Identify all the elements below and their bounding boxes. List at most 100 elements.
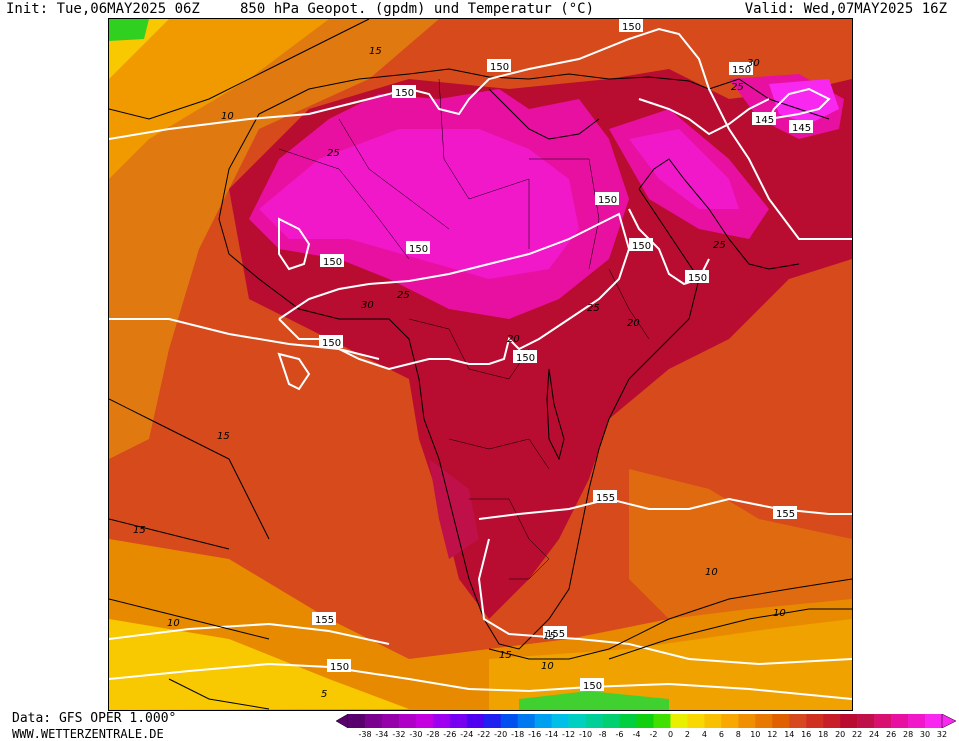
geo-label: 150	[322, 338, 341, 349]
temp-label: 15	[217, 431, 230, 442]
legend-swatch	[874, 714, 892, 728]
temperature-labels: 15 15 10 25 25 30 25 20 20 25 30 25 15 1…	[133, 46, 786, 700]
legend-swatch	[483, 714, 502, 728]
legend-label: -24	[460, 730, 474, 739]
temp-label: 15	[133, 525, 146, 536]
legend-label: -32	[392, 730, 406, 739]
field-south-green	[519, 691, 669, 710]
legend-swatch	[857, 714, 875, 728]
legend-label: -6	[615, 730, 624, 739]
legend-label: 4	[701, 730, 707, 739]
legend-label: 8	[735, 730, 741, 739]
legend-swatch	[687, 714, 705, 728]
legend-swatch	[789, 714, 807, 728]
map-canvas: 150 150 150 150 150 150 150 150 150 150 …	[109, 19, 852, 710]
temp-label: 10	[221, 111, 234, 122]
geo-label: 150	[688, 273, 707, 284]
field-east-orange	[629, 469, 852, 619]
field-sahara-hotter	[259, 129, 579, 279]
legend-swatch	[449, 714, 468, 728]
geo-label: 150	[632, 241, 651, 252]
legend-swatch	[551, 714, 569, 728]
legend-label: 30	[919, 730, 931, 739]
geo-label: 155	[546, 629, 565, 640]
legend-label: 18	[818, 730, 829, 739]
temp-label: 30	[361, 300, 374, 311]
legend-swatch	[721, 714, 739, 728]
legend-swatch	[398, 714, 417, 728]
map-title: 850 hPa Geopot. (gpdm) und Temperatur (°…	[240, 1, 595, 17]
legend-swatch	[823, 714, 841, 728]
temp-label: 25	[587, 303, 600, 314]
geo-label: 155	[596, 493, 615, 504]
data-source: Data: GFS OPER 1.000°	[12, 711, 177, 726]
legend-label: -34	[375, 730, 389, 739]
legend-swatch	[602, 714, 620, 728]
geo-label: 150	[330, 662, 349, 673]
geo-label: 155	[315, 615, 334, 626]
legend-label: -16	[528, 730, 542, 739]
temp-label: 20	[507, 334, 520, 345]
geo-label: 145	[755, 115, 774, 126]
field-kalahari	[429, 459, 479, 559]
legend-swatch	[908, 714, 926, 728]
legend-arrow-right	[941, 714, 957, 728]
legend-label: -18	[511, 730, 525, 739]
legend-label: 28	[903, 730, 914, 739]
field-nw-green	[109, 19, 149, 41]
legend-label: 6	[718, 730, 724, 739]
legend-swatch	[806, 714, 824, 728]
temp-label: 10	[705, 567, 718, 578]
temp-label: 10	[167, 618, 180, 629]
legend-label: 10	[750, 730, 761, 739]
legend-label: 20	[835, 730, 846, 739]
geo-label: 150	[732, 65, 751, 76]
init-time: Init: Tue,06MAY2025 06Z	[6, 1, 200, 17]
valid-time: Valid: Wed,07MAY2025 16Z	[744, 1, 947, 17]
legend-label: -8	[598, 730, 607, 739]
legend-label: -26	[443, 730, 457, 739]
temp-label: 15	[369, 46, 382, 57]
temp-label: 15	[499, 650, 512, 661]
legend-swatch	[568, 714, 586, 728]
legend-arrow-left	[336, 714, 349, 728]
legend-swatch	[348, 714, 366, 728]
legend-swatch	[466, 714, 485, 728]
legend-swatch	[755, 714, 773, 728]
legend-label: 22	[852, 730, 863, 739]
field-arabia-hotter	[629, 129, 739, 209]
legend-swatch	[772, 714, 790, 728]
legend-label: 16	[801, 730, 812, 739]
temp-label: 10	[541, 661, 554, 672]
legend-swatch	[636, 714, 654, 728]
legend-swatch	[500, 714, 519, 728]
legend-label: -10	[579, 730, 593, 739]
temp-label: 10	[773, 608, 786, 619]
legend-swatch	[364, 714, 383, 728]
legend-swatch	[381, 714, 400, 728]
legend-swatch	[619, 714, 637, 728]
weather-map[interactable]: 150 150 150 150 150 150 150 150 150 150 …	[108, 18, 853, 711]
temperature-isolines	[109, 19, 852, 710]
legend-swatch	[534, 714, 552, 728]
legend-label: 14	[784, 730, 795, 739]
geo-label: 150	[409, 244, 428, 255]
legend-label: -4	[632, 730, 641, 739]
temp-label: 5	[321, 689, 327, 700]
legend-swatch	[891, 714, 909, 728]
geo-label: 150	[583, 681, 602, 692]
legend-label: 26	[886, 730, 897, 739]
legend-label: 24	[869, 730, 880, 739]
field-northwest-yellow	[109, 19, 329, 179]
legend-label: 2	[684, 730, 690, 739]
temp-label: 25	[327, 148, 340, 159]
geo-label: 150	[516, 353, 535, 364]
legend-swatch	[925, 714, 943, 728]
legend-swatch	[432, 714, 451, 728]
legend-label: -30	[409, 730, 423, 739]
geopotential-labels: 150 150 150 150 150 150 150 150 150 150 …	[312, 19, 813, 692]
legend-label: 32	[936, 730, 948, 739]
geo-label: 145	[792, 123, 811, 134]
legend-label: -14	[545, 730, 559, 739]
legend-swatch	[670, 714, 688, 728]
